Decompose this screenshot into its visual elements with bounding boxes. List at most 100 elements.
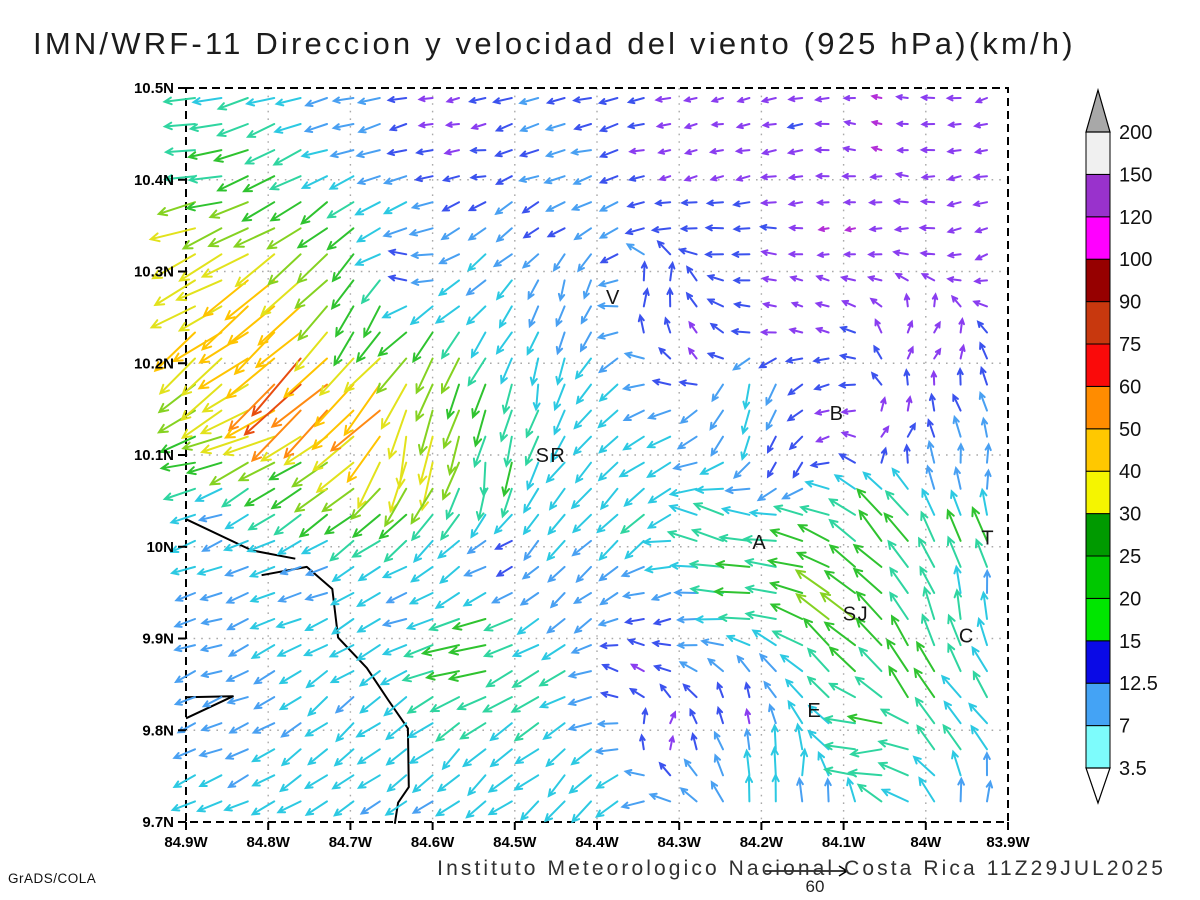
wind-vector	[619, 513, 645, 535]
wind-vector	[950, 489, 962, 516]
wind-vector	[555, 357, 566, 386]
wind-vector	[148, 227, 196, 243]
wind-vector	[732, 301, 751, 309]
wind-vector	[199, 644, 223, 653]
wind-vector	[174, 592, 196, 602]
y-tick-label: 10.5N	[134, 80, 174, 97]
wind-vector	[412, 331, 434, 364]
wind-vector	[628, 147, 645, 155]
wind-vector	[687, 347, 698, 360]
wind-vector	[363, 305, 381, 339]
station-label: C	[959, 626, 975, 648]
wind-vector	[679, 787, 698, 803]
wind-vector	[658, 761, 672, 777]
page-title: IMN/WRF-11 Direccion y velocidad del vie…	[33, 26, 1076, 61]
wind-vector	[769, 528, 804, 542]
wind-vector	[180, 409, 223, 440]
wind-vector	[544, 123, 566, 132]
wind-vector	[788, 224, 804, 232]
wind-vector	[839, 275, 856, 282]
wind-vector	[926, 418, 936, 438]
wind-vector	[946, 175, 962, 182]
wind-vector	[732, 200, 751, 208]
wind-vector	[436, 774, 460, 793]
wind-vector	[524, 435, 540, 467]
wind-vector	[503, 435, 513, 468]
wind-vector	[672, 461, 698, 471]
wind-vector	[790, 301, 804, 308]
wind-vector	[197, 357, 249, 390]
wind-vector	[222, 435, 276, 457]
wind-vector	[718, 533, 751, 543]
wind-vector	[311, 409, 355, 451]
wind-vector	[573, 227, 592, 241]
wind-vector	[272, 149, 302, 166]
wind-vector	[731, 250, 751, 258]
wind-vector	[417, 95, 434, 103]
wind-vector	[180, 383, 223, 422]
wind-vector	[956, 366, 964, 386]
wind-vector	[466, 253, 487, 272]
wind-vector	[669, 561, 698, 570]
wind-vector	[828, 646, 856, 673]
wind-vector	[151, 253, 196, 280]
wind-vector	[417, 435, 434, 486]
wind-vector	[709, 175, 724, 182]
wind-vector	[946, 200, 962, 208]
wind-vector	[596, 331, 619, 340]
wind-vector	[500, 357, 513, 385]
wind-vector	[546, 618, 566, 634]
wind-vector	[952, 414, 962, 438]
wind-vector	[814, 326, 830, 334]
wind-vector	[386, 96, 408, 104]
colorbar-label: 120	[1119, 207, 1152, 229]
wind-vector	[228, 722, 249, 734]
wind-vector	[549, 592, 566, 609]
wind-vector	[447, 644, 487, 656]
wind-vector	[946, 147, 962, 155]
wind-vector	[198, 331, 249, 364]
wind-vector	[867, 251, 883, 258]
wind-vector	[253, 696, 276, 710]
wind-vector	[922, 585, 936, 620]
wind-vector	[709, 409, 724, 431]
colorbar-label: 30	[1119, 504, 1141, 526]
wind-vector	[914, 696, 936, 725]
wind-vector	[415, 148, 434, 156]
wind-vector	[676, 435, 698, 450]
wind-vector	[356, 748, 381, 765]
wind-vector	[839, 325, 856, 334]
wind-vector	[510, 696, 540, 713]
wind-vector	[921, 487, 936, 516]
wind-vector	[335, 305, 355, 338]
colorbar-label: 50	[1119, 419, 1141, 441]
wind-vector	[492, 253, 513, 268]
wind-vector	[855, 617, 883, 647]
wind-vector	[730, 328, 751, 336]
wind-vector	[624, 617, 645, 625]
wind-vector	[542, 722, 566, 740]
wind-vector	[652, 664, 672, 673]
wind-vector	[870, 371, 883, 386]
wind-vector	[815, 199, 830, 206]
wind-vector	[760, 199, 777, 207]
wind-vector	[946, 276, 962, 283]
wind-vector	[381, 305, 408, 319]
wind-vector	[679, 409, 698, 424]
wind-vector	[386, 149, 408, 157]
wind-vector	[813, 95, 830, 103]
wind-vector	[828, 544, 856, 568]
wind-vector	[326, 227, 355, 251]
wind-vector	[985, 779, 994, 803]
wind-vector	[690, 528, 724, 542]
wind-vector	[569, 148, 592, 156]
wind-vector	[862, 471, 883, 490]
wind-vector	[487, 774, 513, 793]
colorbar-label: 12.5	[1119, 673, 1158, 695]
wind-vector	[417, 121, 434, 129]
wind-vector	[625, 243, 645, 256]
wind-vector	[354, 253, 381, 266]
wind-vector	[494, 201, 513, 216]
wind-vector	[300, 149, 328, 159]
wind-vector	[459, 722, 487, 740]
